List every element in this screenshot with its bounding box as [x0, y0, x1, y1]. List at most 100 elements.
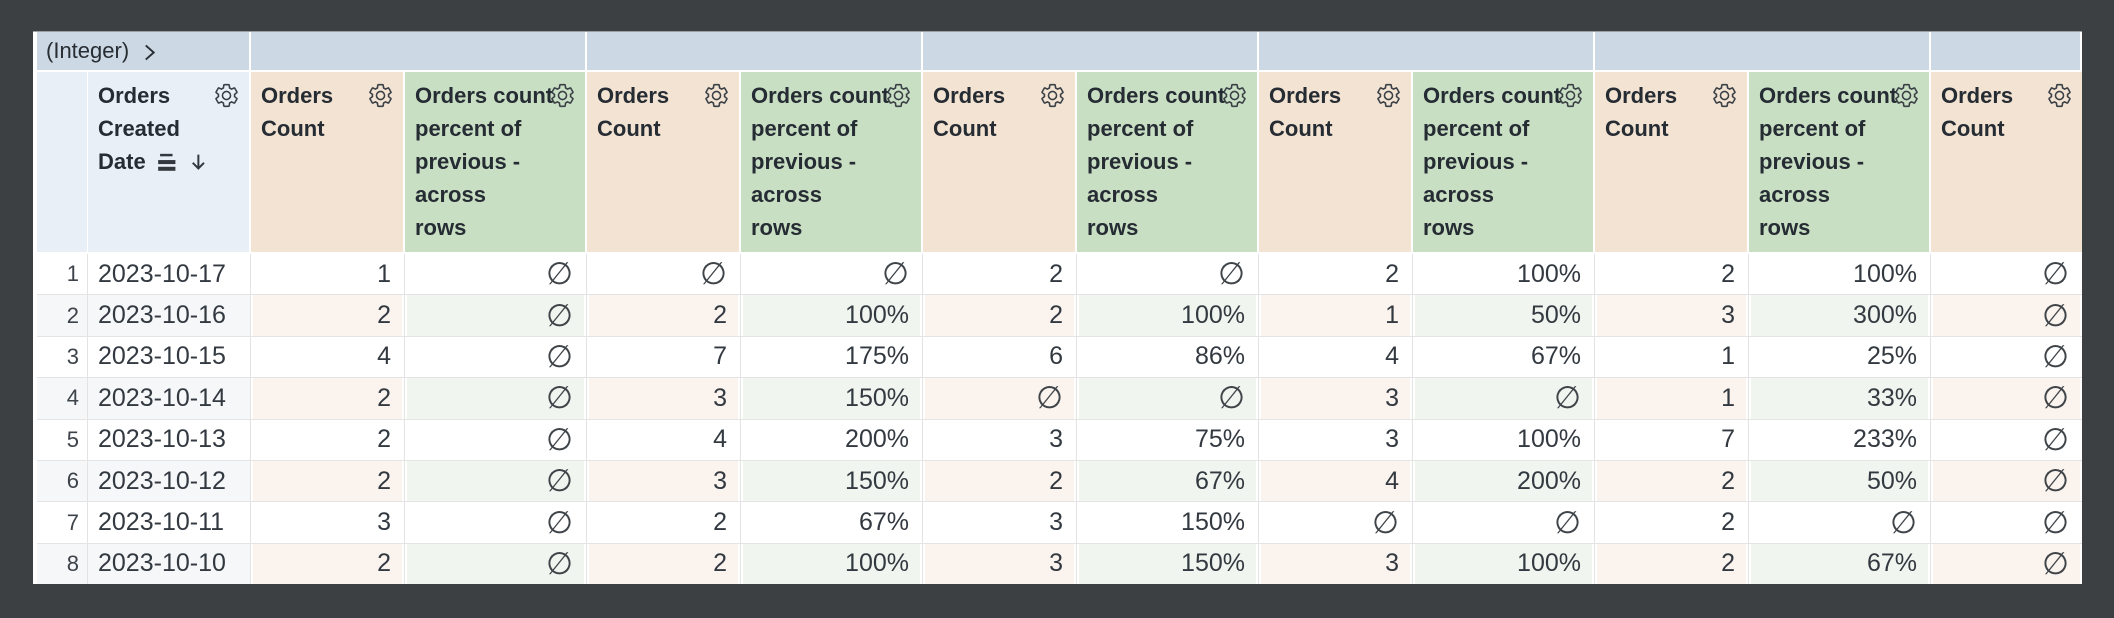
cell-orders-count-percent[interactable]: 150% [741, 460, 923, 503]
cell-orders-count[interactable]: ∅ [1259, 502, 1413, 544]
cell-orders-count[interactable]: 2 [251, 378, 405, 420]
cell-orders-count[interactable]: 2 [587, 543, 741, 584]
cell-orders-count-percent[interactable]: 150% [1077, 543, 1259, 584]
cell-orders-count[interactable]: 2 [251, 419, 405, 461]
cell-orders-count-percent[interactable]: 50% [1413, 295, 1595, 337]
cell-orders-count-percent[interactable]: ∅ [405, 336, 587, 379]
cell-orders-count-percent[interactable]: 50% [1749, 460, 1931, 503]
cell-orders-count-percent[interactable]: 200% [1413, 460, 1595, 503]
cell-orders-count[interactable]: 7 [587, 336, 741, 379]
cell-orders-count[interactable]: 2 [251, 460, 405, 503]
cell-orders-count-percent[interactable]: ∅ [405, 419, 587, 461]
cell-orders-count[interactable]: 2 [923, 460, 1077, 503]
cell-orders-count[interactable]: 4 [251, 336, 405, 379]
cell-orders-created-date[interactable]: 2023-10-14 [88, 378, 251, 420]
cell-orders-count-percent[interactable]: 100% [1413, 254, 1595, 296]
column-header-orders-count[interactable]: Orders Count [1595, 72, 1749, 254]
cell-orders-count[interactable]: 2 [587, 295, 741, 337]
cell-orders-count-percent[interactable]: ∅ [405, 295, 587, 337]
cell-orders-count[interactable]: 4 [587, 419, 741, 461]
cell-orders-count[interactable]: 2 [1595, 254, 1749, 296]
column-header-orders-count[interactable]: Orders Count [1259, 72, 1413, 254]
cell-orders-created-date[interactable]: 2023-10-17 [88, 254, 251, 296]
cell-orders-count[interactable]: 2 [923, 254, 1077, 296]
gear-icon[interactable] [213, 82, 240, 109]
gear-icon[interactable] [1557, 82, 1584, 109]
cell-orders-count[interactable]: ∅ [1931, 502, 2082, 544]
gear-icon[interactable] [703, 82, 730, 109]
cell-orders-count[interactable]: 3 [1259, 419, 1413, 461]
cell-orders-count-percent[interactable]: 67% [741, 502, 923, 544]
cell-orders-count-percent[interactable]: ∅ [405, 460, 587, 503]
chevron-right-icon[interactable] [142, 43, 157, 62]
column-header-orders-count[interactable]: Orders Count [1931, 72, 2082, 254]
column-header-orders-count-percent-of-previous[interactable]: Orders count percent of previous - across ro… [1077, 72, 1259, 254]
cell-orders-count[interactable]: 1 [1595, 336, 1749, 379]
cell-orders-count-percent[interactable]: ∅ [1749, 502, 1931, 544]
gear-icon[interactable] [1893, 82, 1920, 109]
cell-orders-count[interactable]: 3 [923, 419, 1077, 461]
cell-orders-count[interactable]: 2 [251, 543, 405, 584]
sort-descending-icon[interactable] [188, 148, 209, 175]
cell-orders-count[interactable]: 2 [1595, 460, 1749, 503]
column-header-orders-created-date[interactable]: Orders Created Date [88, 72, 251, 254]
cell-orders-count[interactable]: ∅ [1931, 419, 2082, 461]
cell-orders-count-percent[interactable]: 33% [1749, 378, 1931, 420]
cell-orders-count-percent[interactable]: 200% [741, 419, 923, 461]
cell-orders-count-percent[interactable]: 100% [741, 543, 923, 584]
cell-orders-count[interactable]: 2 [1259, 254, 1413, 296]
column-header-orders-count[interactable]: Orders Count [923, 72, 1077, 254]
cell-orders-count-percent[interactable]: 100% [1413, 543, 1595, 584]
cell-orders-count[interactable]: ∅ [1931, 378, 2082, 420]
cell-orders-created-date[interactable]: 2023-10-15 [88, 336, 251, 379]
cell-orders-count-percent[interactable]: ∅ [1077, 254, 1259, 296]
gear-icon[interactable] [1375, 82, 1402, 109]
cell-orders-count-percent[interactable]: ∅ [405, 378, 587, 420]
cell-orders-count-percent[interactable]: 175% [741, 336, 923, 379]
cell-orders-count[interactable]: ∅ [1931, 254, 2082, 296]
cell-orders-count[interactable]: 3 [1259, 378, 1413, 420]
cell-orders-count[interactable]: 6 [923, 336, 1077, 379]
cell-orders-count[interactable]: 3 [923, 502, 1077, 544]
cell-orders-count[interactable]: 3 [587, 378, 741, 420]
gear-icon[interactable] [885, 82, 912, 109]
cell-orders-count-percent[interactable]: ∅ [1413, 378, 1595, 420]
cell-orders-count[interactable]: 2 [587, 502, 741, 544]
cell-orders-count[interactable]: 3 [1595, 295, 1749, 337]
cell-orders-count-percent[interactable]: 100% [1077, 295, 1259, 337]
cell-orders-count-percent[interactable]: 25% [1749, 336, 1931, 379]
cell-orders-count-percent[interactable]: 100% [741, 295, 923, 337]
cell-orders-count[interactable]: 1 [1595, 378, 1749, 420]
cell-orders-count[interactable]: 2 [923, 295, 1077, 337]
column-header-orders-count-percent-of-previous[interactable]: Orders count percent of previous - across ro… [405, 72, 587, 254]
cell-orders-created-date[interactable]: 2023-10-12 [88, 460, 251, 503]
cell-orders-count[interactable]: 1 [1259, 295, 1413, 337]
cell-orders-created-date[interactable]: 2023-10-13 [88, 419, 251, 461]
column-header-orders-count-percent-of-previous[interactable]: Orders count percent of previous - across ro… [741, 72, 923, 254]
cell-orders-count[interactable]: ∅ [1931, 460, 2082, 503]
cell-orders-count-percent[interactable]: 100% [1413, 419, 1595, 461]
cell-orders-count[interactable]: 3 [251, 502, 405, 544]
cell-orders-count-percent[interactable]: ∅ [1413, 502, 1595, 544]
cell-orders-count[interactable]: ∅ [1931, 336, 2082, 379]
gear-icon[interactable] [549, 82, 576, 109]
column-header-orders-count[interactable]: Orders Count [587, 72, 741, 254]
cell-orders-count-percent[interactable]: ∅ [741, 254, 923, 296]
cell-orders-count-percent[interactable]: ∅ [405, 543, 587, 584]
cell-orders-count-percent[interactable]: 67% [1413, 336, 1595, 379]
cell-orders-count[interactable]: 2 [1595, 502, 1749, 544]
cell-orders-count-percent[interactable]: 86% [1077, 336, 1259, 379]
cell-orders-count-percent[interactable]: ∅ [1077, 378, 1259, 420]
cell-orders-count[interactable]: 4 [1259, 336, 1413, 379]
cell-orders-count-percent[interactable]: 67% [1077, 460, 1259, 503]
cell-orders-count[interactable]: 3 [587, 460, 741, 503]
column-header-orders-count-percent-of-previous[interactable]: Orders count percent of previous - across ro… [1413, 72, 1595, 254]
gear-icon[interactable] [1039, 82, 1066, 109]
cell-orders-created-date[interactable]: 2023-10-10 [88, 543, 251, 584]
cell-orders-count-percent[interactable]: 150% [741, 378, 923, 420]
cell-orders-count[interactable]: 2 [251, 295, 405, 337]
cell-orders-count-percent[interactable]: ∅ [405, 254, 587, 296]
pivot-field-header[interactable]: (Integer) [37, 32, 251, 72]
cell-orders-count-percent[interactable]: 233% [1749, 419, 1931, 461]
cell-orders-count-percent[interactable]: 300% [1749, 295, 1931, 337]
